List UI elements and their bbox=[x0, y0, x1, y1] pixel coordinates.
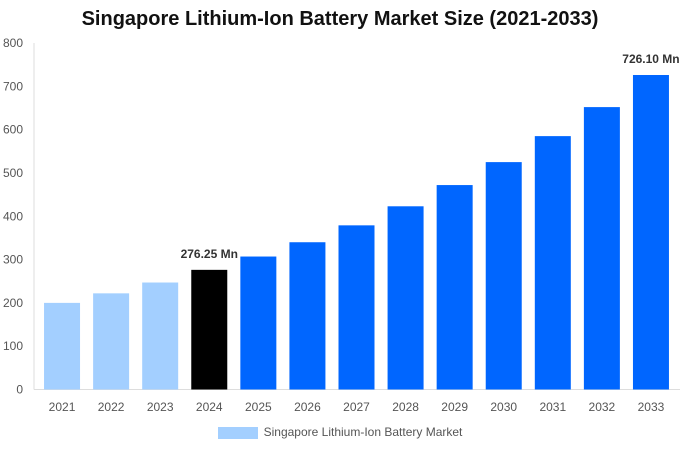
bar bbox=[338, 225, 375, 390]
bar bbox=[485, 162, 522, 390]
bar bbox=[240, 256, 277, 390]
x-tick-label: 2030 bbox=[490, 400, 517, 414]
bar bbox=[191, 269, 228, 390]
x-tick-label: 2026 bbox=[294, 400, 321, 414]
x-tick-label: 2025 bbox=[245, 400, 272, 414]
bar bbox=[583, 107, 620, 390]
x-tick-label: 2027 bbox=[343, 400, 370, 414]
legend: Singapore Lithium-Ion Battery Market bbox=[0, 425, 680, 439]
data-label: 276.25 Mn bbox=[181, 247, 238, 261]
x-tick-label: 2024 bbox=[196, 400, 223, 414]
bar bbox=[534, 136, 571, 390]
x-tick-label: 2029 bbox=[441, 400, 468, 414]
legend-swatch bbox=[217, 426, 258, 439]
y-tick-label: 0 bbox=[16, 383, 23, 397]
bar bbox=[436, 185, 473, 390]
y-tick-label: 200 bbox=[3, 296, 23, 310]
y-tick-label: 800 bbox=[3, 36, 23, 50]
x-tick-label: 2023 bbox=[147, 400, 174, 414]
x-tick-label: 2031 bbox=[539, 400, 566, 414]
bar bbox=[632, 75, 669, 390]
y-tick-label: 100 bbox=[3, 339, 23, 353]
y-tick-label: 500 bbox=[3, 166, 23, 180]
bar bbox=[44, 302, 81, 390]
y-tick-label: 400 bbox=[3, 209, 23, 223]
x-tick-label: 2021 bbox=[49, 400, 76, 414]
y-tick-label: 700 bbox=[3, 79, 23, 93]
bar bbox=[387, 206, 424, 390]
x-tick-label: 2033 bbox=[638, 400, 665, 414]
bar bbox=[289, 242, 326, 390]
bar bbox=[142, 282, 179, 390]
legend-label: Singapore Lithium-Ion Battery Market bbox=[263, 425, 463, 439]
x-tick-label: 2032 bbox=[589, 400, 616, 414]
x-tick-label: 2028 bbox=[392, 400, 419, 414]
chart-title: Singapore Lithium-Ion Battery Market Siz… bbox=[81, 8, 599, 30]
y-tick-label: 600 bbox=[3, 123, 23, 137]
data-label: 726.10 Mn bbox=[622, 52, 679, 66]
y-tick-label: 300 bbox=[3, 253, 23, 267]
x-tick-label: 2022 bbox=[98, 400, 125, 414]
bar bbox=[93, 293, 130, 390]
